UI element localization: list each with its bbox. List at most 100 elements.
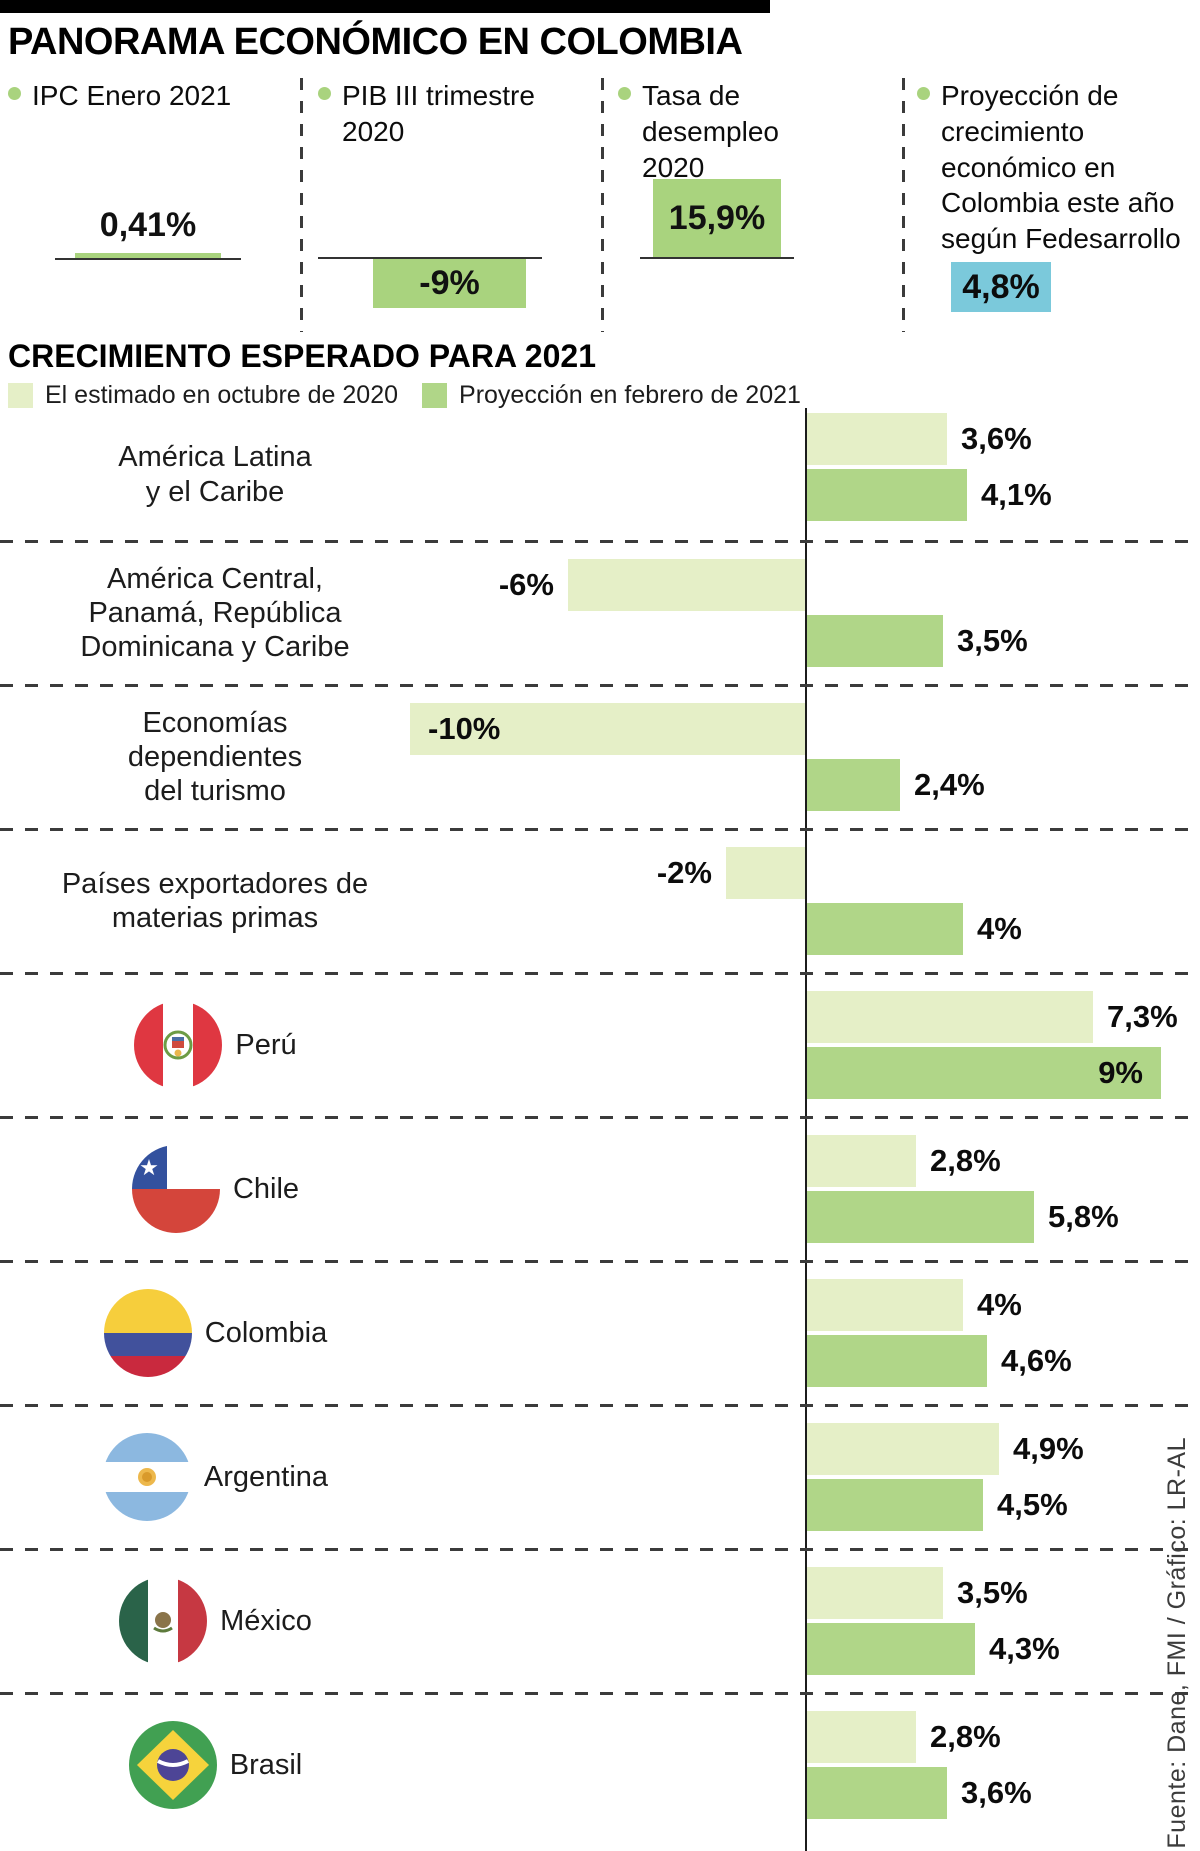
row-separator-dashed-line [0, 1260, 1200, 1263]
chart-row: Argentina 4,9% 4,5% [0, 1404, 1200, 1549]
chile-flag-icon: ★ [131, 1144, 221, 1234]
value-label: 4% [977, 911, 1022, 946]
chart-legend: El estimado en octubre de 2020 Proyecció… [8, 381, 801, 410]
mexico-flag-icon [118, 1576, 208, 1666]
category-label-group: México [0, 1549, 430, 1693]
bar-february-projection [805, 1191, 1034, 1243]
chart-row: América Latina y el Caribe 3,6% 4,1% [0, 408, 1200, 541]
value-label: 4% [977, 1287, 1022, 1322]
bar-february-projection [805, 759, 900, 811]
chart-row: México 3,5% 4,3% [0, 1548, 1200, 1693]
bullet-icon [8, 87, 21, 100]
zero-axis-line [805, 408, 807, 1851]
stat-mini-bar-up [75, 253, 221, 258]
highlight-value: 4,8% [951, 262, 1051, 313]
stat-value: 0,41% [99, 206, 197, 244]
bar-february-projection [805, 1767, 947, 1819]
bullet-icon [618, 87, 631, 100]
category-label: México [220, 1604, 312, 1637]
bar-february-projection [805, 1335, 987, 1387]
bar-february-projection [805, 469, 967, 521]
bar-october-estimate [726, 847, 805, 899]
value-label: 4,5% [997, 1487, 1068, 1522]
row-separator-dashed-line [0, 1116, 1200, 1119]
category-label: América Central, Panamá, República Dominic… [80, 562, 350, 664]
value-label: 4,1% [981, 477, 1052, 512]
stat-value: -9% [419, 264, 480, 302]
row-separator-dashed-line [0, 1404, 1200, 1407]
category-label-group: Países exportadores de materias primas [0, 829, 430, 973]
chart-row: ★ Chile 2,8% 5,8% [0, 1116, 1200, 1261]
category-label: Argentina [203, 1460, 329, 1493]
category-label-group: América Latina y el Caribe [0, 408, 430, 541]
chart-title: CRECIMIENTO ESPERADO PARA 2021 [8, 338, 596, 374]
row-separator-dashed-line [0, 1548, 1200, 1551]
stat-mini-bar-up: 15,9% [653, 179, 781, 257]
row-separator-dashed-line [0, 828, 1200, 831]
value-label: -6% [498, 567, 554, 602]
value-label: -2% [656, 855, 712, 890]
stat-label: Proyección de crecimiento económico en C… [941, 80, 1181, 255]
value-label: 4,3% [989, 1631, 1060, 1666]
brasil-flag-icon [128, 1720, 218, 1810]
bar-february-projection [805, 615, 943, 667]
bar-february-projection [805, 1623, 975, 1675]
value-label: 9% [1098, 1055, 1143, 1090]
stat-label: PIB III trimestre 2020 [342, 80, 535, 147]
chart-row: América Central, Panamá, República Dominic… [0, 540, 1200, 685]
value-label: 4,9% [1013, 1431, 1084, 1466]
peru-flag-icon [133, 1000, 223, 1090]
stats-divider [902, 78, 905, 332]
argentina-flag-icon [102, 1432, 192, 1522]
category-label: América Latina y el Caribe [118, 441, 312, 508]
stat-desempleo-head: Tasa de desempleo 2020 [618, 78, 823, 185]
stats-divider [300, 78, 303, 332]
top-black-bar [0, 0, 770, 13]
value-label: 4,6% [1001, 1343, 1072, 1378]
category-label-group: Argentina [0, 1405, 430, 1549]
chart-row: Brasil 2,8% 3,6% [0, 1692, 1200, 1837]
bar-october-estimate [805, 1279, 963, 1331]
value-label: 7,3% [1107, 999, 1178, 1034]
stat-label: IPC Enero 2021 [32, 80, 232, 111]
row-separator-dashed-line [0, 540, 1200, 543]
stat-pib-head: PIB III trimestre 2020 [318, 78, 543, 150]
legend-swatch-october-icon [8, 383, 33, 408]
category-label: Chile [232, 1172, 300, 1205]
category-label: Brasil [229, 1748, 303, 1781]
bar-october-estimate [410, 703, 805, 755]
category-label: Economías dependientes del turismo [127, 706, 303, 808]
row-separator-dashed-line [0, 972, 1200, 975]
bar-february-projection [805, 1047, 1161, 1099]
category-label-group: América Central, Panamá, República Dominic… [0, 541, 430, 685]
category-label-group: Perú [0, 973, 430, 1117]
category-label-group: ★ Chile [0, 1117, 430, 1261]
value-label: 3,5% [957, 623, 1028, 658]
top-stats-section: IPC Enero 2021 0,41% PIB III trimestre 2… [0, 78, 1200, 338]
value-label: 2,8% [930, 1143, 1001, 1178]
category-label-group: Brasil [0, 1693, 430, 1837]
stats-divider [601, 78, 604, 332]
bullet-icon [318, 87, 331, 100]
bar-october-estimate [568, 559, 805, 611]
bar-october-estimate [805, 1711, 916, 1763]
value-label: 5,8% [1048, 1199, 1119, 1234]
stat-desempleo: Tasa de desempleo 2020 15,9% [618, 78, 896, 338]
bullet-icon [917, 87, 930, 100]
row-separator-dashed-line [0, 684, 1200, 687]
stat-ipc-head: IPC Enero 2021 [8, 78, 296, 114]
value-label: 3,5% [957, 1575, 1028, 1610]
legend-label-october: El estimado en octubre de 2020 [45, 381, 399, 409]
legend-swatch-february-icon [422, 383, 448, 408]
colombia-flag-icon [103, 1288, 193, 1378]
stat-proyeccion-head: Proyección de crecimiento económico en C… [917, 78, 1195, 313]
value-label: -10% [428, 711, 501, 746]
source-note: Fuente: Dane, FMI / Gráfico: LR-AL [1163, 1437, 1191, 1849]
category-label-group: Economías dependientes del turismo [0, 685, 430, 829]
stat-baseline [55, 258, 241, 260]
category-label: Colombia [204, 1316, 328, 1349]
chart-row: Colombia 4% 4,6% [0, 1260, 1200, 1405]
chart-row: Países exportadores de materias primas -2%… [0, 828, 1200, 973]
stat-pib: PIB III trimestre 2020 -9% [318, 78, 596, 338]
bar-october-estimate [805, 1567, 943, 1619]
